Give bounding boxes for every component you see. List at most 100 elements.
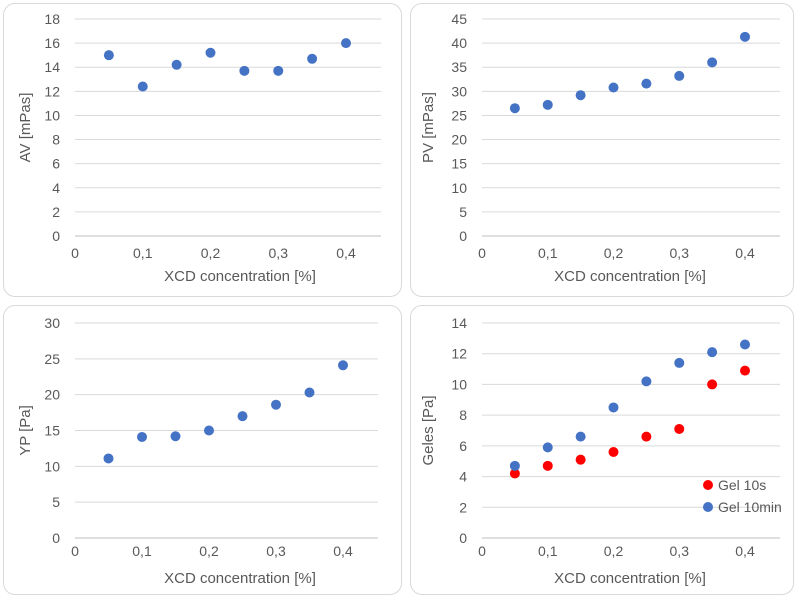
y-tick-label-av: 4	[52, 180, 60, 196]
x-tick-label-geles: 0,1	[538, 543, 558, 559]
data-point-geles-0	[542, 460, 553, 471]
y-tick-label-av: 16	[44, 35, 60, 51]
x-axis-title-geles: XCD concentration [%]	[554, 570, 706, 587]
y-tick-label-yp: 25	[44, 351, 60, 367]
data-point-yp-0	[237, 411, 248, 422]
x-tick-label-yp: 0,1	[132, 543, 152, 559]
y-tick-label-yp: 5	[52, 494, 60, 510]
y-axis-title-yp: YP [Pa]	[17, 405, 34, 456]
x-tick-label-pv: 0	[478, 245, 486, 261]
data-point-geles-1	[707, 347, 718, 358]
y-tick-label-geles: 8	[459, 407, 467, 423]
x-tick-label-geles: 0,3	[670, 543, 690, 559]
data-point-geles-0	[575, 454, 586, 465]
data-point-av-0	[205, 47, 216, 58]
y-tick-label-pv: 5	[459, 204, 467, 220]
data-point-pv-0	[509, 103, 520, 114]
y-tick-label-geles: 4	[459, 469, 467, 485]
data-point-av-0	[171, 59, 182, 70]
legend-label-1: Gel 10min	[718, 499, 782, 515]
x-tick-label-yp: 0,4	[333, 543, 353, 559]
y-tick-label-pv: 0	[459, 228, 467, 244]
y-tick-label-geles: 10	[451, 376, 467, 392]
x-tick-label-pv: 0,2	[604, 245, 624, 261]
data-point-yp-0	[170, 431, 181, 442]
data-point-geles-1	[608, 402, 619, 413]
y-tick-label-geles: 14	[451, 315, 467, 331]
y-tick-label-av: 18	[44, 11, 60, 27]
y-tick-label-pv: 30	[451, 83, 467, 99]
x-tick-label-pv: 0,3	[670, 245, 690, 261]
y-tick-label-pv: 10	[451, 180, 467, 196]
data-point-pv-0	[608, 82, 619, 93]
data-point-pv-0	[674, 70, 685, 81]
x-tick-label-pv: 0,1	[538, 245, 558, 261]
y-tick-label-yp: 30	[44, 315, 60, 331]
y-tick-label-av: 12	[44, 83, 60, 99]
x-tick-label-av: 0,4	[336, 245, 356, 261]
x-tick-label-yp: 0,3	[266, 543, 286, 559]
data-point-yp-0	[304, 387, 315, 398]
data-point-geles-1	[575, 431, 586, 442]
legend-marker-0	[703, 480, 713, 490]
y-axis-title-pv: PV [mPas]	[420, 92, 437, 163]
x-axis-title-av: XCD concentration [%]	[164, 268, 316, 285]
data-point-av-0	[103, 50, 114, 61]
x-tick-label-yp: 0	[71, 543, 79, 559]
y-tick-label-pv: 25	[451, 107, 467, 123]
y-tick-label-pv: 15	[451, 156, 467, 172]
y-tick-label-yp: 15	[44, 423, 60, 439]
data-point-geles-1	[509, 460, 520, 471]
legend-label-0: Gel 10s	[718, 477, 766, 493]
data-point-yp-0	[271, 399, 281, 410]
x-tick-label-av: 0,1	[133, 245, 153, 261]
y-tick-label-geles: 2	[459, 499, 467, 515]
y-tick-label-av: 2	[52, 204, 60, 220]
data-point-pv-0	[542, 99, 553, 110]
y-tick-label-av: 0	[52, 228, 60, 244]
data-point-pv-0	[575, 90, 586, 101]
x-tick-label-av: 0,2	[201, 245, 221, 261]
x-tick-label-av: 0,3	[269, 245, 289, 261]
y-tick-label-av: 10	[44, 107, 60, 123]
data-point-geles-0	[608, 447, 619, 457]
x-axis-title-pv: XCD concentration [%]	[554, 268, 706, 285]
chart-panel-pv	[410, 3, 794, 297]
x-tick-label-geles: 0,4	[735, 543, 755, 559]
data-point-geles-1	[542, 442, 553, 453]
x-tick-label-yp: 0,2	[199, 543, 219, 559]
y-tick-label-pv: 20	[451, 132, 467, 148]
data-point-geles-0	[707, 379, 718, 390]
y-tick-label-geles: 6	[459, 438, 467, 454]
y-axis-title-av: AV [mPas]	[17, 93, 34, 163]
y-tick-label-pv: 35	[451, 59, 467, 75]
data-point-yp-0	[204, 425, 214, 436]
legend-marker-1	[703, 502, 713, 512]
y-tick-label-yp: 20	[44, 387, 60, 403]
y-tick-label-av: 14	[44, 59, 60, 75]
data-point-geles-1	[674, 357, 685, 368]
data-point-geles-0	[740, 365, 750, 376]
data-point-geles-1	[641, 376, 652, 387]
y-tick-label-av: 8	[52, 132, 60, 148]
x-tick-label-geles: 0,2	[604, 543, 624, 559]
data-point-geles-0	[509, 468, 520, 479]
chart-panel-av	[3, 3, 402, 297]
data-point-av-0	[239, 65, 250, 76]
data-point-av-0	[307, 53, 318, 64]
y-tick-label-yp: 10	[44, 458, 60, 474]
y-tick-label-yp: 0	[52, 530, 60, 546]
data-point-pv-0	[707, 57, 718, 68]
data-point-pv-0	[641, 78, 652, 89]
y-tick-label-av: 6	[52, 156, 60, 172]
data-point-geles-1	[740, 339, 750, 350]
data-point-pv-0	[740, 31, 750, 42]
data-point-yp-0	[338, 360, 348, 371]
x-axis-title-yp: XCD concentration [%]	[164, 570, 316, 587]
y-tick-label-pv: 45	[451, 11, 467, 27]
x-tick-label-geles: 0	[478, 543, 486, 559]
y-axis-title-geles: Geles [Pa]	[420, 395, 437, 465]
data-point-yp-0	[103, 453, 114, 464]
data-point-geles-0	[641, 431, 652, 442]
